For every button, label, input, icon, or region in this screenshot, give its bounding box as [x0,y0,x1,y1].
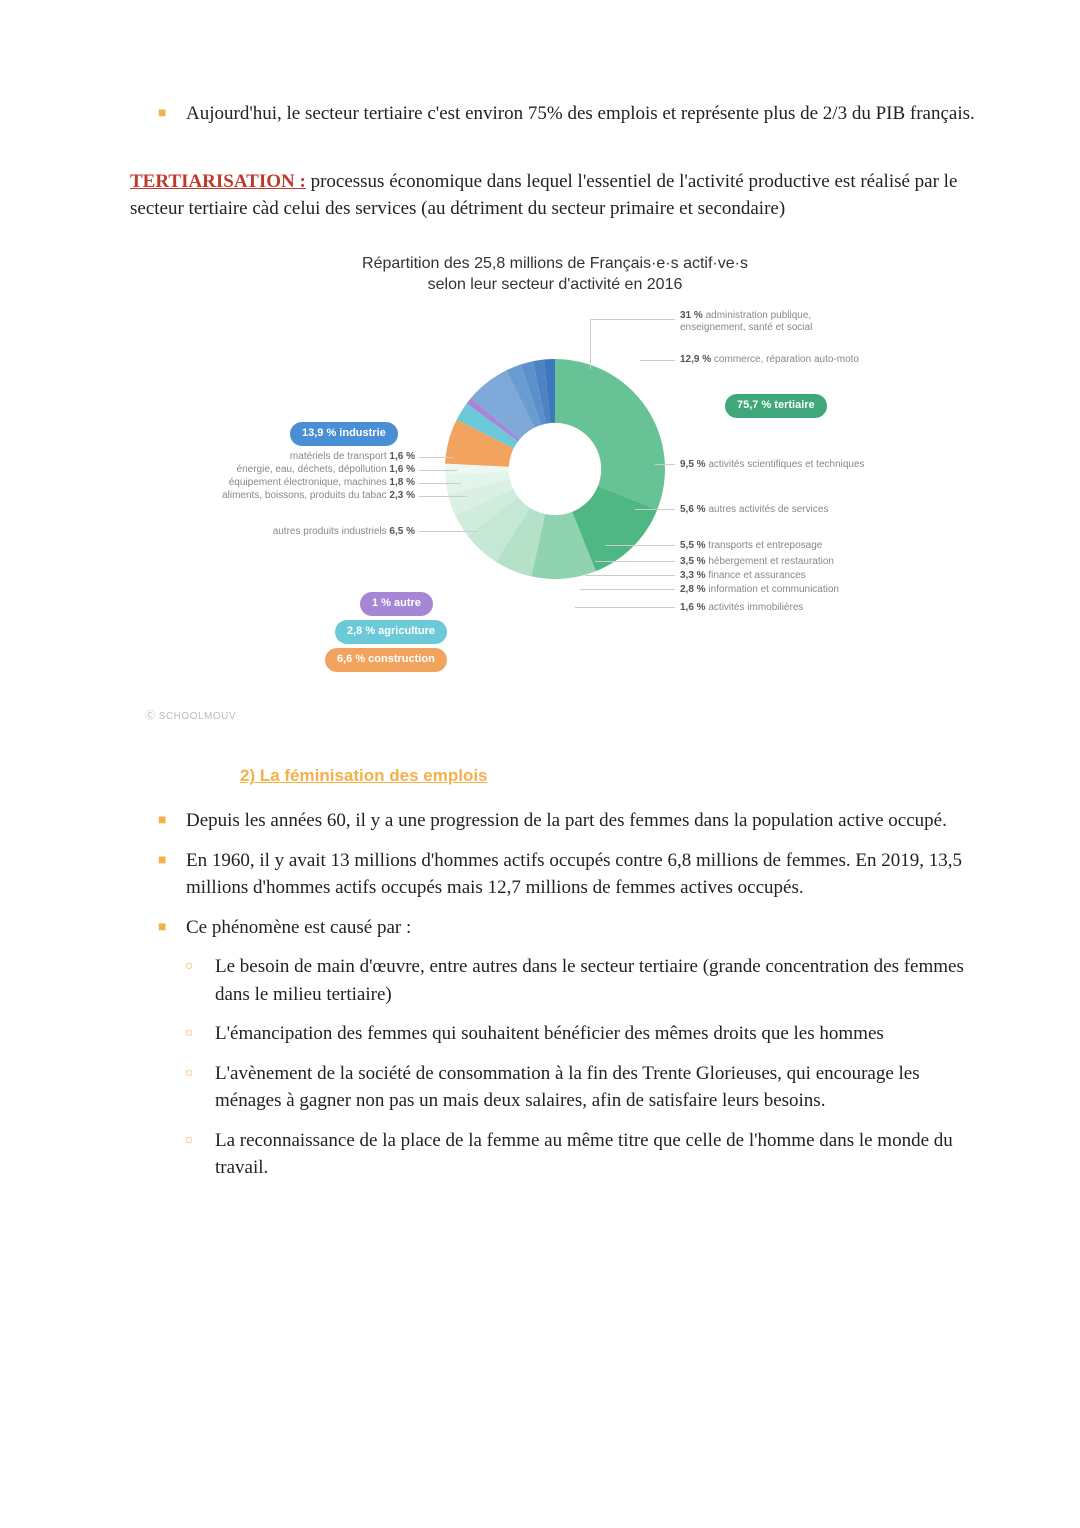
bullet-square-icon: ■ [158,811,168,835]
leader [575,607,675,608]
section2-bullet: ■ En 1960, il y avait 13 millions d'homme… [158,847,980,902]
label-finance: 3,3 % finance et assurances [680,570,806,583]
term-definition: TERTIARISATION : processus économique da… [130,168,980,223]
leader [419,470,457,471]
chart-title-line1: Répartition des 25,8 millions de Françai… [362,255,748,272]
label-transport-mat: matériels de transport 1,6 % [195,451,415,464]
section2-sub-bullet: ○ L'émancipation des femmes qui souhaiten… [185,1020,980,1048]
leader [635,509,675,510]
leader [580,589,675,590]
leader [595,561,675,562]
donut-chart: Répartition des 25,8 millions de Françai… [175,253,935,725]
bullet-circle-icon: ○ [185,1024,197,1048]
label-autres-serv: 5,6 % autres activités de services [680,504,828,517]
label-aliments: aliments, boissons, produits du tabac 2,… [165,490,415,503]
leader [605,545,675,546]
section2-sub-bullet: ○ La reconnaissance de la place de la fem… [185,1127,980,1182]
label-autres-indus: autres produits industriels 6,5 % [235,526,415,539]
bullet-circle-icon: ○ [185,1064,197,1115]
bullet-square-icon: ■ [158,851,168,902]
leader [640,360,675,361]
pill-industrie: 13,9 % industrie [290,422,398,446]
label-immo: 1,6 % activités immobilières [680,602,803,615]
donut-svg [445,359,665,579]
bullet-circle-icon: ○ [185,957,197,1008]
label-admin: 31 % administration publique,enseignemen… [680,310,900,335]
pill-agriculture: 2,8 % agriculture [335,620,447,644]
leader [419,483,461,484]
sub-bullet-text: La reconnaissance de la place de la femm… [215,1127,980,1182]
section2-sub-bullet: ○ Le besoin de main d'œuvre, entre autres… [185,953,980,1008]
bullet-text: Depuis les années 60, il y a une progres… [186,807,980,835]
sub-bullet-text: L'émancipation des femmes qui souhaitent… [215,1020,980,1048]
section2-bullet: ■ Depuis les années 60, il y a une progre… [158,807,980,835]
section2-heading: 2) La féminisation des emplois [240,764,980,789]
leader [590,319,591,369]
leader [585,575,675,576]
leader [419,531,477,532]
bullet-square-icon: ■ [158,918,168,942]
chart-title-line2: selon leur secteur d'activité en 2016 [428,276,683,293]
label-heberg: 3,5 % hébergement et restauration [680,556,834,569]
label-equip: équipement électronique, machines 1,8 % [175,477,415,490]
label-sci: 9,5 % activités scientifiques et techniq… [680,459,865,472]
label-energie: énergie, eau, déchets, dépollution 1,6 % [175,464,415,477]
bullet-square-icon: ■ [158,104,168,128]
bullet-circle-icon: ○ [185,1131,197,1182]
intro-bullet-text: Aujourd'hui, le secteur tertiaire c'est … [186,100,980,128]
label-info: 2,8 % information et communication [680,584,839,597]
pill-autre: 1 % autre [360,592,433,616]
label-commerce: 12,9 % commerce, réparation auto-moto [680,354,859,367]
leader [590,319,675,320]
label-transport: 5,5 % transports et entreposage [680,540,822,553]
section2-bullet: ■ Ce phénomène est causé par : [158,914,980,942]
leader [419,496,467,497]
chart-copyright: Ⓒ SCHOOLMOUV [145,710,935,725]
intro-bullet: ■ Aujourd'hui, le secteur tertiaire c'es… [158,100,980,128]
bullet-text: En 1960, il y avait 13 millions d'hommes… [186,847,980,902]
section2-sub-bullet: ○ L'avènement de la société de consommati… [185,1060,980,1115]
pill-tertiaire: 75,7 % tertiaire [725,394,827,418]
bullet-text: Ce phénomène est causé par : [186,914,980,942]
pill-construction: 6,6 % construction [325,648,447,672]
chart-area: 75,7 % tertiaire 13,9 % industrie 1 % au… [175,304,935,704]
term-label: TERTIARISATION : [130,171,306,192]
leader [655,464,675,465]
sub-bullet-text: Le besoin de main d'œuvre, entre autres … [215,953,980,1008]
chart-title: Répartition des 25,8 millions de Françai… [175,253,935,296]
leader [419,457,453,458]
sub-bullet-text: L'avènement de la société de consommatio… [215,1060,980,1115]
